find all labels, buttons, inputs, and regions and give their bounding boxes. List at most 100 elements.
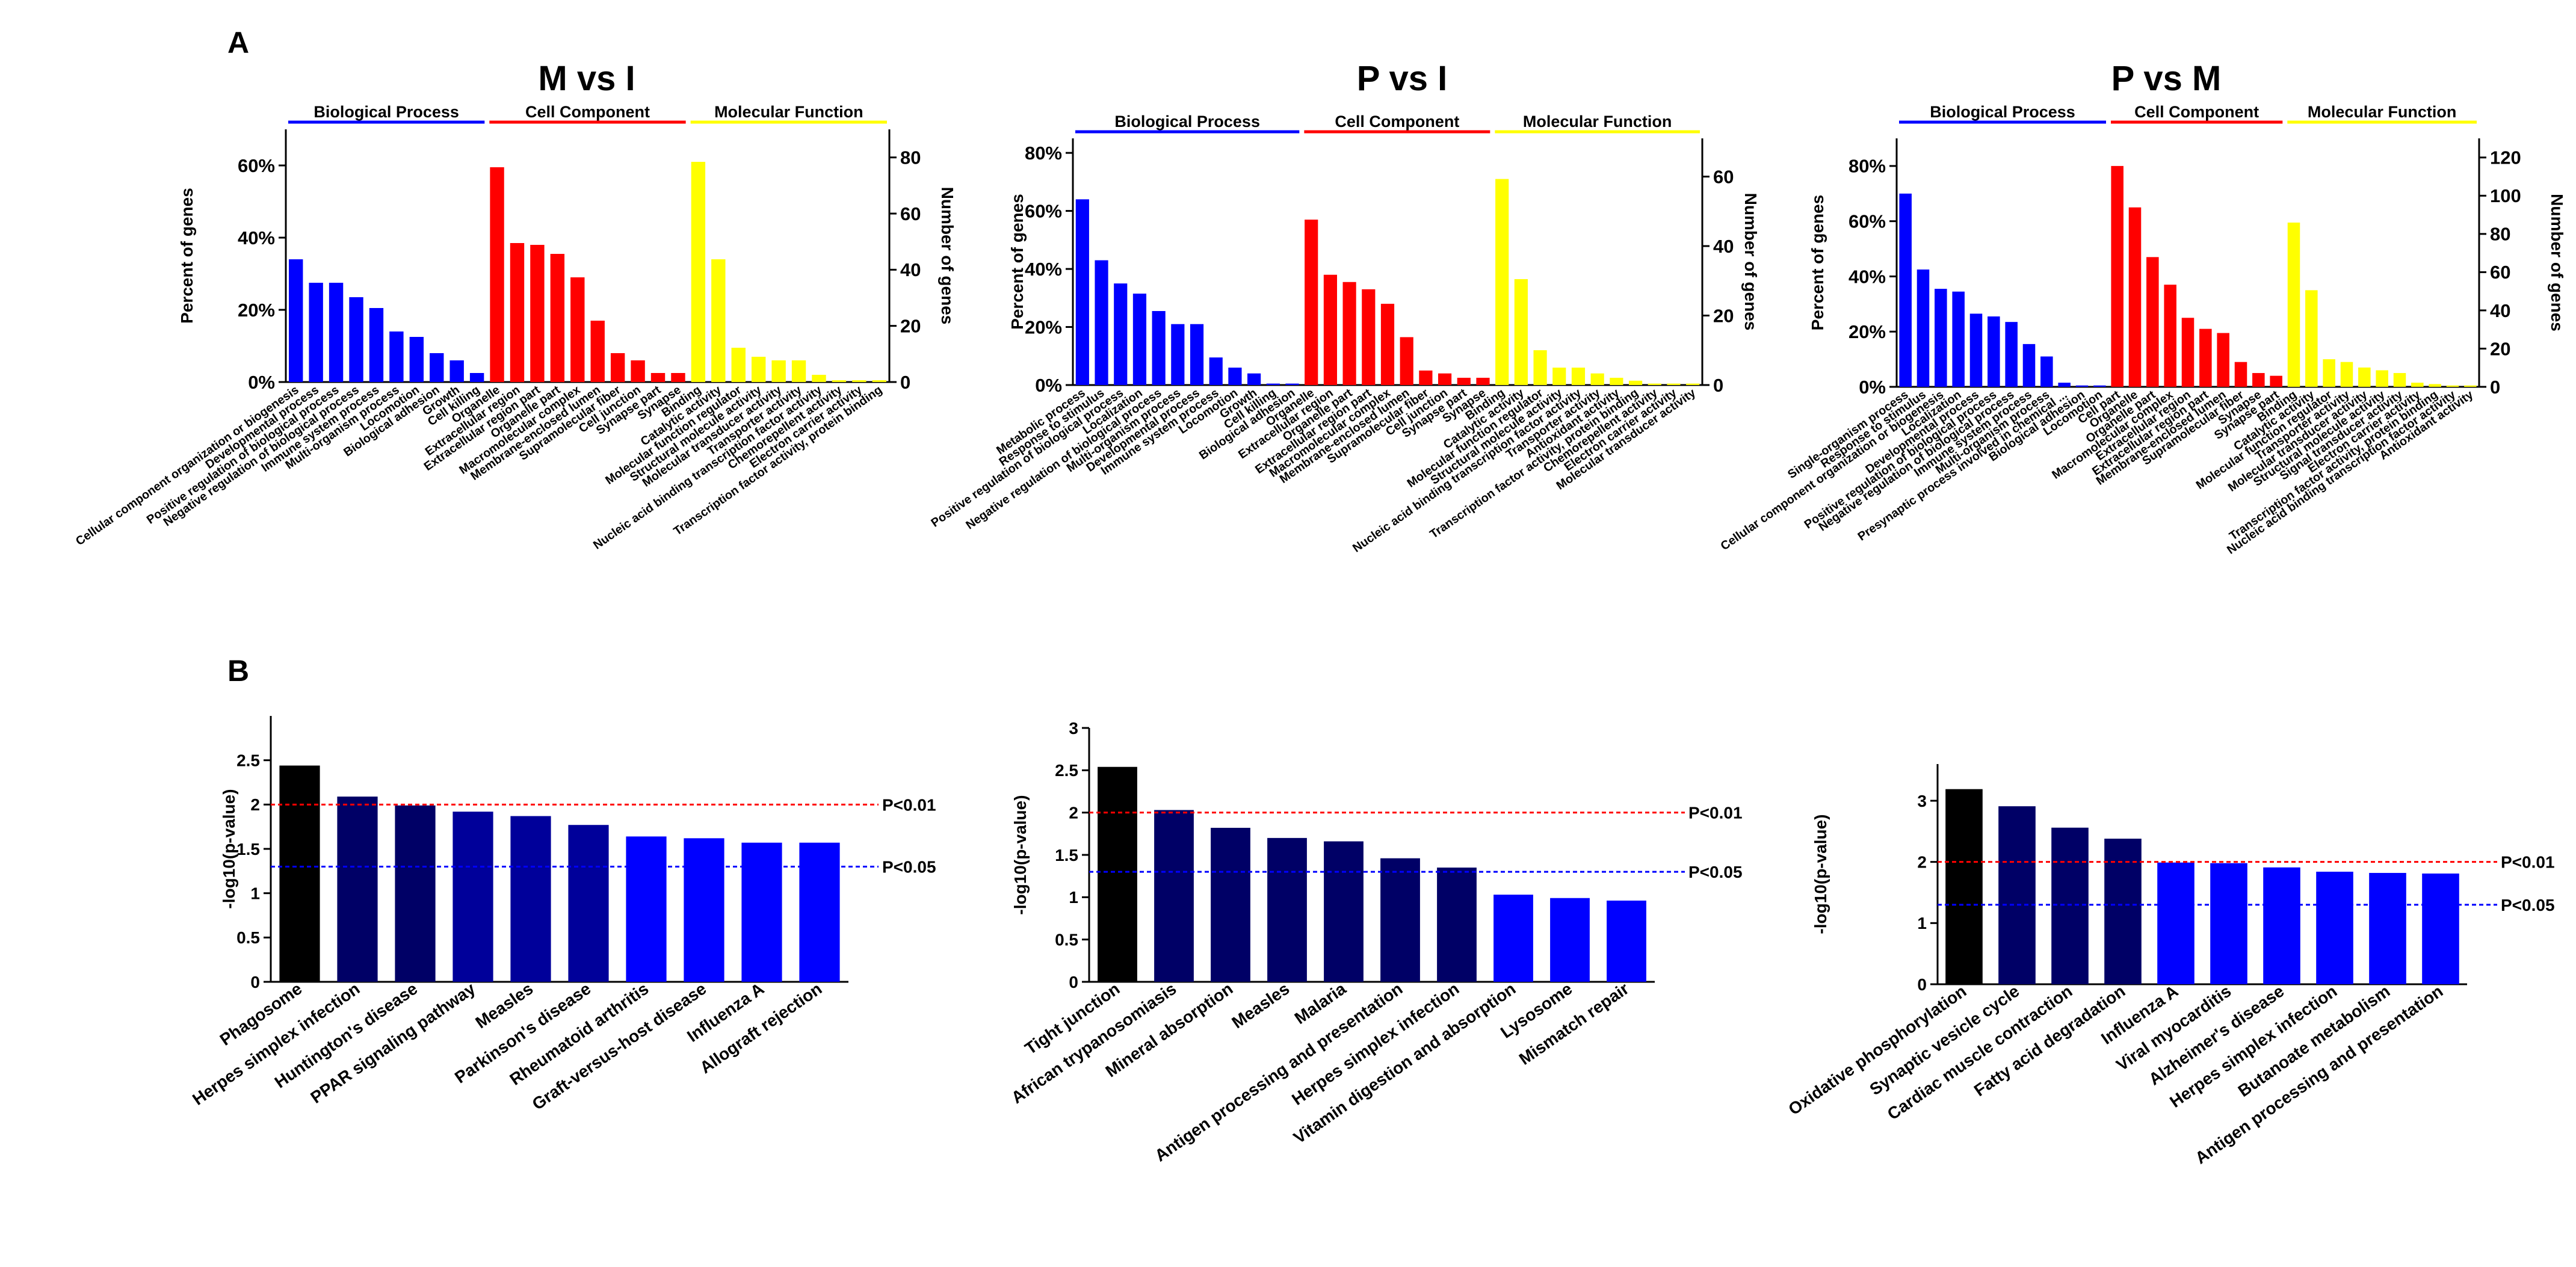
bar xyxy=(2104,839,2142,984)
y-tick-label: 0% xyxy=(1035,375,1062,396)
bar xyxy=(1610,377,1623,385)
bar xyxy=(309,283,323,382)
y2-tick-label: 80 xyxy=(2490,224,2510,245)
bar xyxy=(832,380,847,382)
bar xyxy=(1075,199,1089,385)
bar xyxy=(2051,827,2089,984)
bar xyxy=(1550,898,1590,982)
bar xyxy=(2111,165,2124,387)
y-tick-label: 20% xyxy=(238,300,275,321)
bar xyxy=(568,825,609,982)
bar xyxy=(2287,222,2300,387)
bar xyxy=(631,360,645,382)
bar xyxy=(469,373,484,382)
bar xyxy=(430,353,444,382)
bar xyxy=(1098,766,1137,982)
bar xyxy=(2316,871,2353,984)
bar xyxy=(1438,373,1452,385)
bar xyxy=(1590,373,1604,385)
bar xyxy=(610,353,625,382)
bar xyxy=(2369,872,2406,984)
y2-axis-label: Number of genes xyxy=(2548,194,2566,331)
bar xyxy=(2181,318,2195,387)
y2-tick-label: 40 xyxy=(2490,300,2510,321)
bar xyxy=(1095,260,1108,385)
group-label: Cell Component xyxy=(1335,113,1459,131)
y-tick-label: 0% xyxy=(1859,377,1886,398)
y-axis-label: Percent of genes xyxy=(1808,195,1827,331)
bar xyxy=(1628,380,1643,385)
bar xyxy=(1114,283,1128,385)
bar xyxy=(2217,333,2229,387)
y2-tick-label: 20 xyxy=(2490,338,2510,359)
y2-tick-label: 60 xyxy=(2490,262,2510,283)
group-label: Molecular Function xyxy=(2308,103,2457,121)
bar xyxy=(2429,384,2441,387)
bar xyxy=(1969,313,1983,387)
bar xyxy=(590,321,605,382)
category-label: Measles xyxy=(1228,979,1293,1032)
bar xyxy=(771,360,786,382)
bar xyxy=(1400,337,1413,385)
bar xyxy=(2093,385,2106,387)
y2-tick-label: 0 xyxy=(2490,377,2500,398)
bar xyxy=(510,243,525,382)
panel-label-a: A xyxy=(227,26,249,60)
bar xyxy=(852,380,866,382)
bar xyxy=(1380,858,1420,982)
bar xyxy=(1533,350,1547,385)
bar xyxy=(626,836,667,982)
chart-go-p-vs-m: 0% 20% 40% 60% 80% 0 20 40 60 80 100 120 Number of g… xyxy=(1719,59,2566,557)
y2-axis-label: Number of genes xyxy=(1741,193,1760,331)
y-tick-label: 2 xyxy=(250,795,260,814)
bar xyxy=(1171,324,1185,385)
y-tick-label: 2.5 xyxy=(236,751,260,769)
bar xyxy=(2376,370,2388,387)
y2-tick-label: 60 xyxy=(1713,166,1734,187)
bar xyxy=(731,348,746,382)
y-axis-label: Percent of genes xyxy=(1008,194,1027,330)
bar xyxy=(1998,806,2036,984)
y-tick-label: 60% xyxy=(238,155,275,176)
y2-tick-label: 40 xyxy=(900,259,921,280)
bar xyxy=(1493,895,1533,982)
bar xyxy=(279,765,320,982)
y-tick-label: 1.5 xyxy=(1055,846,1078,865)
threshold-label: P<0.05 xyxy=(2501,896,2555,914)
bar xyxy=(2075,385,2089,387)
y2-tick-label: 0 xyxy=(1713,375,1723,396)
y-tick-label: 0.5 xyxy=(1055,930,1078,949)
bar xyxy=(2358,367,2371,387)
bar xyxy=(791,360,806,382)
bar xyxy=(389,331,404,382)
y-tick-label: 0 xyxy=(250,973,260,991)
bar xyxy=(2263,867,2300,984)
bar xyxy=(741,842,782,982)
bar xyxy=(684,838,724,982)
y-tick-label: 1 xyxy=(250,884,260,902)
bar xyxy=(2199,328,2212,387)
bar xyxy=(1648,383,1661,385)
bar xyxy=(2040,356,2053,387)
y-tick-label: 0 xyxy=(1917,975,1927,994)
y2-tick-label: 40 xyxy=(1713,236,1734,257)
y-axis-label: Percent of genes xyxy=(178,188,196,324)
bar xyxy=(2422,873,2459,984)
y-tick-label: 2.5 xyxy=(1055,761,1078,780)
y2-tick-label: 80 xyxy=(900,147,921,168)
y-tick-label: 20% xyxy=(1849,321,1886,342)
group-label: Biological Process xyxy=(1930,103,2075,121)
bar xyxy=(1266,383,1280,385)
bar xyxy=(449,360,464,382)
bar xyxy=(1362,289,1376,385)
bar xyxy=(1935,289,1947,387)
bar xyxy=(490,167,504,382)
bar xyxy=(1342,282,1356,385)
bar xyxy=(1247,373,1261,385)
chart-title: P vs M xyxy=(2111,59,2222,98)
bar xyxy=(1152,311,1166,385)
y-tick-label: 60% xyxy=(1025,200,1062,221)
bar xyxy=(2234,362,2247,387)
panel-label-b: B xyxy=(227,654,249,688)
